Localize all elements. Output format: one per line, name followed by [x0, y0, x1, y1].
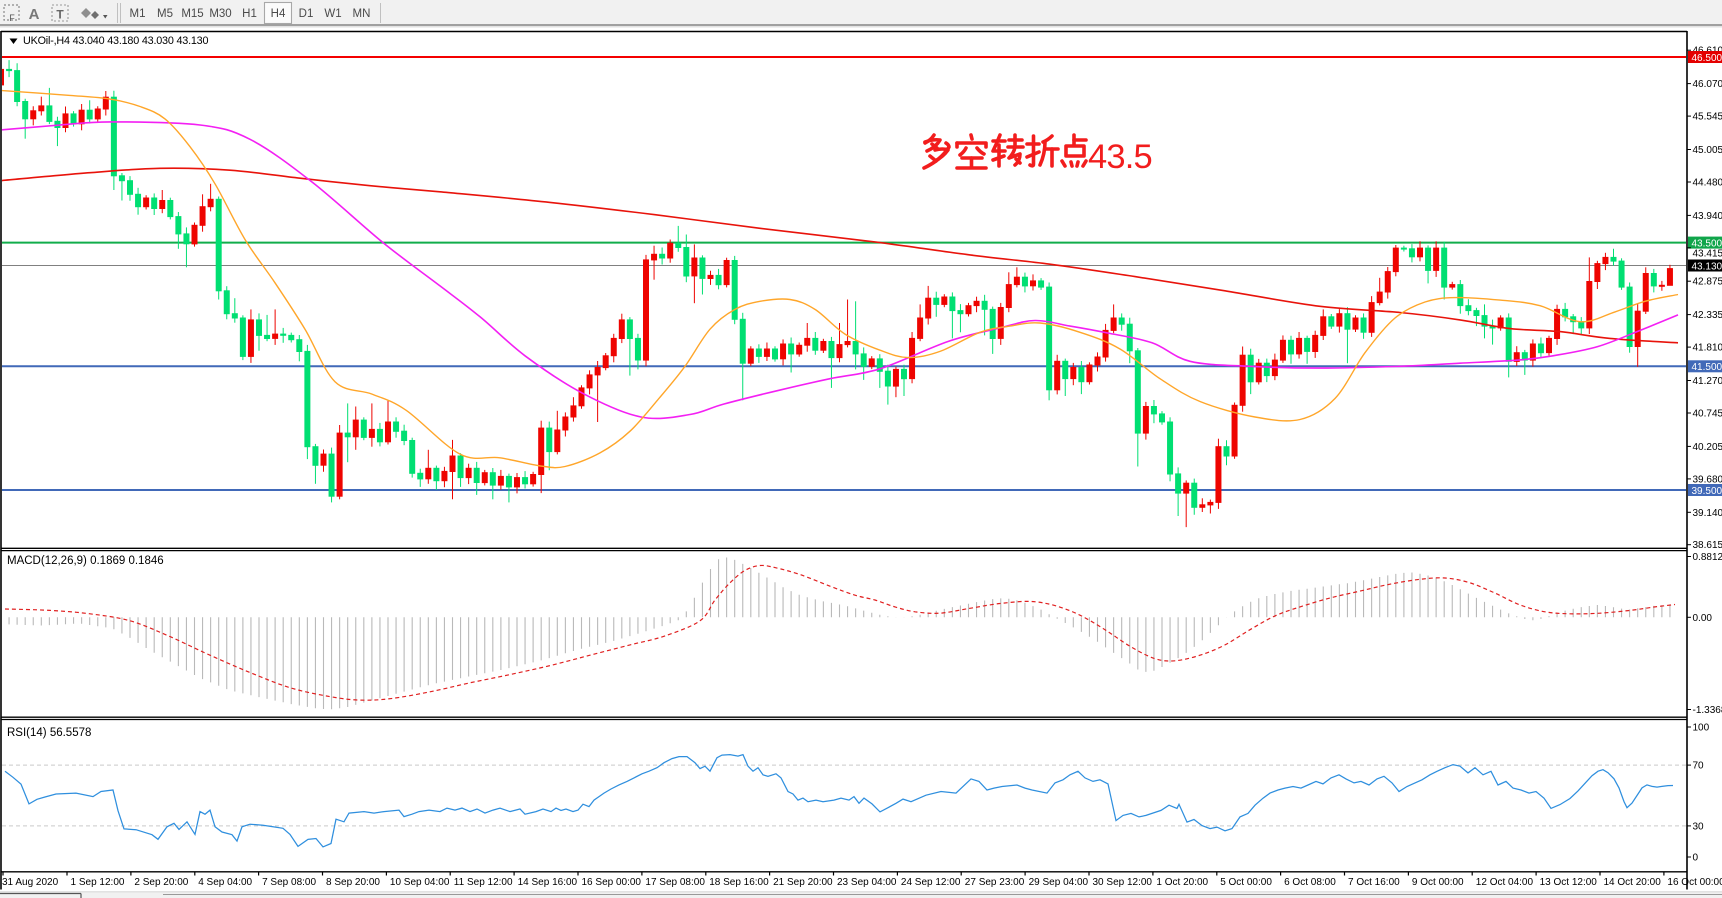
svg-text:H4: H4 [271, 8, 286, 20]
svg-text:39.680: 39.680 [1693, 474, 1722, 485]
svg-text:43.130: 43.130 [1692, 261, 1722, 272]
svg-text:M5: M5 [157, 8, 173, 20]
svg-text:41.500: 41.500 [1692, 362, 1722, 373]
svg-text:30: 30 [1693, 821, 1705, 832]
svg-text:MN: MN [353, 8, 371, 20]
svg-text:D1: D1 [299, 8, 314, 20]
svg-text:T: T [56, 8, 64, 22]
svg-text:UKOil-,H4 43.040 43.180 43.03: UKOil-,H4 43.040 43.180 43.030 43.130 [23, 35, 208, 47]
svg-text:A: A [29, 6, 40, 23]
svg-text:40.205: 40.205 [1693, 442, 1722, 453]
svg-text:27 Sep 23:00: 27 Sep 23:00 [965, 877, 1025, 888]
svg-text:13 Oct 12:00: 13 Oct 12:00 [1540, 877, 1598, 888]
svg-text:41.810: 41.810 [1693, 343, 1722, 354]
svg-text:30 Sep 12:00: 30 Sep 12:00 [1093, 877, 1153, 888]
svg-text:M15: M15 [181, 8, 203, 20]
svg-text:40.745: 40.745 [1693, 409, 1722, 420]
svg-text:5 Oct 00:00: 5 Oct 00:00 [1220, 877, 1272, 888]
svg-text:9 Oct 00:00: 9 Oct 00:00 [1412, 877, 1464, 888]
svg-text:45.005: 45.005 [1693, 145, 1722, 156]
svg-text:7 Oct 16:00: 7 Oct 16:00 [1348, 877, 1400, 888]
svg-text:10 Sep 04:00: 10 Sep 04:00 [390, 877, 450, 888]
svg-text:16 Sep 00:00: 16 Sep 00:00 [582, 877, 642, 888]
svg-text:1 Oct 20:00: 1 Oct 20:00 [1156, 877, 1208, 888]
svg-text:17 Sep 08:00: 17 Sep 08:00 [645, 877, 705, 888]
svg-text:7 Sep 08:00: 7 Sep 08:00 [262, 877, 316, 888]
svg-text:43.940: 43.940 [1693, 211, 1722, 222]
svg-text:43.500: 43.500 [1692, 238, 1722, 249]
svg-text:45.545: 45.545 [1693, 112, 1722, 123]
svg-text:0: 0 [1693, 853, 1699, 864]
svg-text:MACD(12,26,9) 0.1869 0.1846: MACD(12,26,9) 0.1869 0.1846 [7, 555, 164, 567]
svg-text:2 Sep 20:00: 2 Sep 20:00 [134, 877, 188, 888]
svg-text:14 Sep 16:00: 14 Sep 16:00 [518, 877, 578, 888]
svg-text:12 Oct 04:00: 12 Oct 04:00 [1476, 877, 1534, 888]
svg-text:70: 70 [1693, 761, 1705, 772]
svg-text:23 Sep 04:00: 23 Sep 04:00 [837, 877, 897, 888]
svg-text:31 Aug 2020: 31 Aug 2020 [2, 877, 59, 888]
svg-text:38.615: 38.615 [1693, 540, 1722, 551]
svg-text:M30: M30 [209, 8, 231, 20]
svg-text:21 Sep 20:00: 21 Sep 20:00 [773, 877, 833, 888]
svg-text:4 Sep 04:00: 4 Sep 04:00 [198, 877, 252, 888]
svg-text:42.875: 42.875 [1693, 277, 1722, 288]
svg-text:H1: H1 [242, 8, 257, 20]
svg-text:42.335: 42.335 [1693, 310, 1722, 321]
svg-text:39.140: 39.140 [1693, 508, 1722, 519]
svg-text:1 Sep 12:00: 1 Sep 12:00 [71, 877, 125, 888]
svg-text:46.070: 46.070 [1693, 79, 1722, 90]
svg-text:41.270: 41.270 [1693, 376, 1722, 387]
svg-text:RSI(14) 56.5578: RSI(14) 56.5578 [7, 727, 91, 739]
svg-text:0.00: 0.00 [1693, 613, 1713, 624]
svg-text:43.5: 43.5 [1088, 138, 1152, 176]
svg-text:14 Oct 20:00: 14 Oct 20:00 [1604, 877, 1662, 888]
svg-text:W1: W1 [324, 8, 341, 20]
svg-text:24 Sep 12:00: 24 Sep 12:00 [901, 877, 961, 888]
svg-text:8 Sep 20:00: 8 Sep 20:00 [326, 877, 380, 888]
svg-text:44.480: 44.480 [1693, 178, 1722, 189]
svg-text:18 Sep 16:00: 18 Sep 16:00 [709, 877, 769, 888]
svg-text:11 Sep 12:00: 11 Sep 12:00 [454, 877, 513, 888]
svg-text:M1: M1 [130, 8, 146, 20]
svg-text:46.500: 46.500 [1692, 53, 1722, 64]
svg-text:6 Oct 08:00: 6 Oct 08:00 [1284, 877, 1336, 888]
svg-text:29 Sep 04:00: 29 Sep 04:00 [1029, 877, 1089, 888]
svg-text:43.415: 43.415 [1693, 249, 1722, 260]
svg-text:100: 100 [1693, 723, 1710, 734]
svg-text:16 Oct 00:00: 16 Oct 00:00 [1667, 877, 1722, 888]
svg-text:0.8812: 0.8812 [1693, 552, 1722, 563]
svg-text:-1.3368: -1.3368 [1693, 705, 1722, 716]
svg-text:F: F [9, 13, 15, 23]
svg-text:39.500: 39.500 [1692, 486, 1722, 497]
